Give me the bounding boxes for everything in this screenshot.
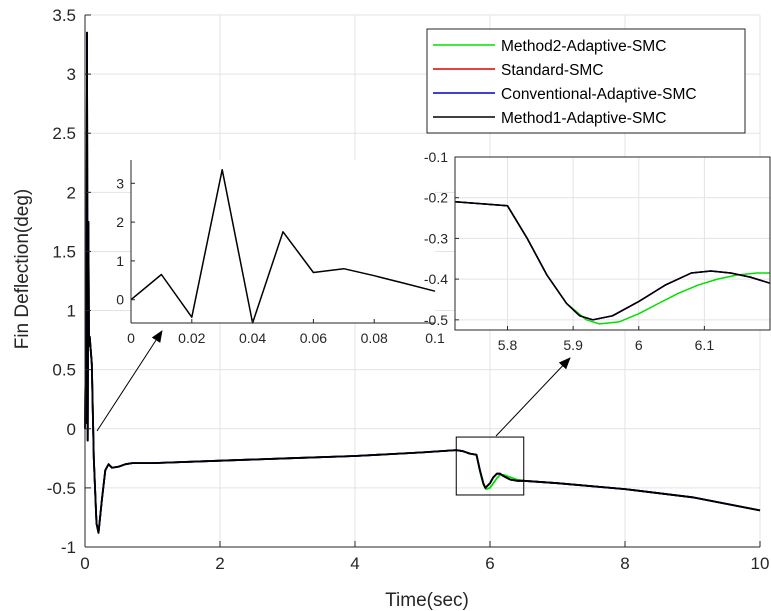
inset-plot-initial: 0 0.02 0.04 0.06 0.08 0.1 0 1 2 3 [116,160,445,346]
inset-x-tick-label: 0.04 [239,330,266,346]
y-tick-label: 2 [67,183,76,202]
legend-label-3: Method1-Adaptive-SMC [501,110,666,127]
y-tick-label: -0.5 [47,479,76,498]
legend: Method2-Adaptive-SMC Standard-SMC Conventi… [426,28,746,134]
inset-x-tick-label: 5.8 [498,337,518,353]
inset-y-tick-label: 0 [116,292,124,308]
y-tick-label: 2.5 [52,124,76,143]
inset-series-line-3 [454,201,771,321]
y-axis-label: Fin Deflection(deg) [12,189,33,350]
inset-y-tick-label: 2 [116,214,124,230]
arrow-to-zoom-inset [495,357,571,437]
y-tick-label: 1.5 [52,242,76,261]
x-tick-label: 0 [80,554,89,573]
x-axis-label: Time(sec) [385,590,469,611]
inset-y-tick-label: -0.1 [424,149,448,165]
inset-frame [454,156,771,331]
legend-label-1: Standard-SMC [501,62,604,79]
inset-series-line-0 [130,168,436,324]
inset-y-tick-label: -0.3 [424,230,448,246]
y-tick-label: 1 [67,302,76,321]
y-tick-label: 3.5 [52,6,76,25]
inset-y-tick-label: 3 [116,175,124,191]
main-tick-labels: 0 2 4 6 8 10-1-0.500.511.522.533.5 [47,6,770,573]
legend-label-0: Method2-Adaptive-SMC [501,38,666,55]
y-tick-label: 0.5 [52,361,76,380]
y-tick-label: 0 [67,420,76,439]
inset-x-tick-label: 0.08 [361,330,388,346]
inset-x-tick-label: 0.1 [425,330,445,346]
inset-background [455,157,770,330]
zoom-region-box [455,436,525,496]
legend-label-2: Conventional-Adaptive-SMC [501,86,697,103]
zoom-arrows [96,330,571,437]
inset-x-tick-label: 6.1 [695,337,715,353]
main-axes-frame [84,14,761,548]
x-tick-label: 2 [215,554,224,573]
y-tick-label: -1 [61,538,76,557]
inset-y-tick-label: 1 [116,253,124,269]
x-tick-label: 6 [485,554,494,573]
zoom-rectangle [455,436,525,496]
inset-x-tick-label: 5.9 [563,337,583,353]
inset-background [131,160,435,323]
inset-y-tick-label: -0.2 [424,190,448,206]
x-tick-label: 4 [350,554,359,573]
inset-plot-zoom: 5.8 5.9 6 6.1 -0.1 -0.2 -0.3 -0.4 -0.5 [424,149,771,353]
series-line-3 [84,31,761,534]
inset-x-tick-label: 0 [127,330,135,346]
inset-x-tick-label: 0.02 [178,330,205,346]
legend-box [426,28,746,134]
arrow-to-initial-inset [96,330,163,432]
inset-y-tick-label: -0.5 [424,312,448,328]
inset-x-tick-label: 6 [635,337,643,353]
inset-y-tick-label: -0.4 [424,271,448,287]
main-series-lines [84,31,761,534]
inset-x-tick-label: 0.06 [300,330,327,346]
y-tick-label: 3 [67,65,76,84]
x-tick-label: 10 [751,554,770,573]
x-tick-label: 8 [620,554,629,573]
